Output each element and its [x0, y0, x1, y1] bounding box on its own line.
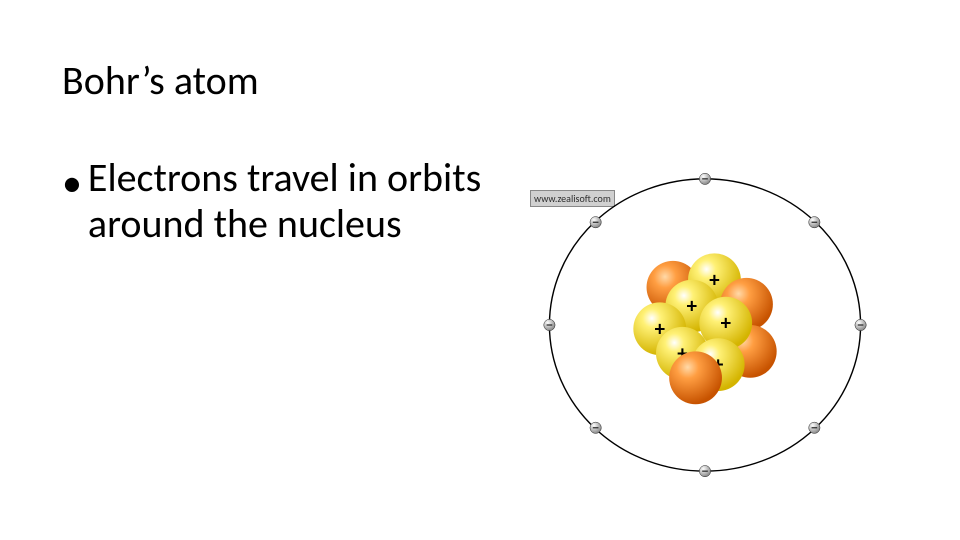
bullet-text: Electrons travel in orbits around the nu… [88, 155, 502, 247]
bullet-item: • Electrons travel in orbits around the … [62, 155, 502, 247]
slide: Bohr’s atom • Electrons travel in orbits… [0, 0, 960, 540]
slide-body: • Electrons travel in orbits around the … [62, 155, 502, 247]
neutron-sphere [669, 351, 722, 404]
plus-icon: + [721, 310, 731, 336]
slide-title: Bohr’s atom [62, 56, 259, 105]
bullet-marker: • [62, 161, 82, 205]
atom-diagram: ++++++ [525, 160, 885, 490]
plus-icon: + [687, 293, 697, 319]
